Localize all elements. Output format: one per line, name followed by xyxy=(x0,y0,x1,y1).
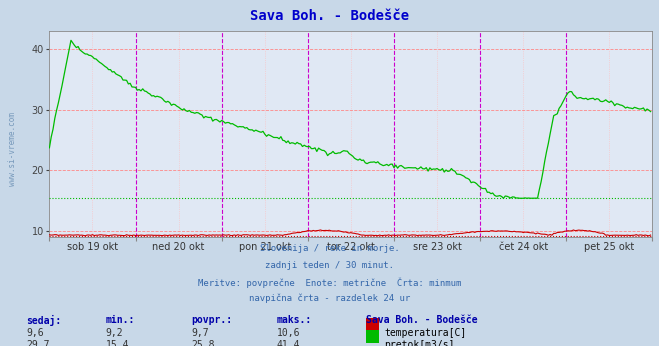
Text: 41,4: 41,4 xyxy=(277,340,301,346)
Text: pretok[m3/s]: pretok[m3/s] xyxy=(384,340,455,346)
Text: Slovenija / reke in morje.: Slovenija / reke in morje. xyxy=(260,244,399,253)
Text: maks.:: maks.: xyxy=(277,315,312,325)
Text: navpična črta - razdelek 24 ur: navpična črta - razdelek 24 ur xyxy=(249,294,410,303)
Text: 9,7: 9,7 xyxy=(191,328,209,338)
Text: zadnji teden / 30 minut.: zadnji teden / 30 minut. xyxy=(265,261,394,270)
Text: temperatura[C]: temperatura[C] xyxy=(384,328,467,338)
Text: 25,8: 25,8 xyxy=(191,340,215,346)
Text: povpr.:: povpr.: xyxy=(191,315,232,325)
Text: min.:: min.: xyxy=(105,315,135,325)
Text: www.si-vreme.com: www.si-vreme.com xyxy=(8,112,17,186)
Text: Sava Boh. - Bodešče: Sava Boh. - Bodešče xyxy=(250,9,409,22)
Text: 10,6: 10,6 xyxy=(277,328,301,338)
Text: Sava Boh. - Bodešče: Sava Boh. - Bodešče xyxy=(366,315,477,325)
Text: 9,6: 9,6 xyxy=(26,328,44,338)
Text: Meritve: povprečne  Enote: metrične  Črta: minmum: Meritve: povprečne Enote: metrične Črta:… xyxy=(198,277,461,288)
Text: 15,4: 15,4 xyxy=(105,340,129,346)
Text: 9,2: 9,2 xyxy=(105,328,123,338)
Text: 29,7: 29,7 xyxy=(26,340,50,346)
Text: sedaj:: sedaj: xyxy=(26,315,61,326)
